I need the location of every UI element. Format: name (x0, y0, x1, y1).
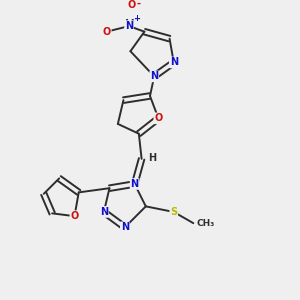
Text: O: O (103, 27, 111, 37)
Text: O: O (128, 0, 136, 10)
Text: N: N (121, 222, 129, 232)
Text: +: + (133, 14, 140, 23)
Text: S: S (170, 207, 177, 217)
Text: O: O (154, 113, 163, 123)
Text: CH₃: CH₃ (196, 219, 214, 228)
Text: H: H (148, 153, 156, 163)
Text: N: N (170, 57, 178, 68)
Text: N: N (100, 207, 108, 217)
Text: O: O (70, 211, 79, 221)
Text: N: N (150, 71, 158, 81)
Text: N: N (125, 21, 133, 31)
Text: N: N (130, 179, 139, 189)
Text: -: - (136, 0, 140, 9)
